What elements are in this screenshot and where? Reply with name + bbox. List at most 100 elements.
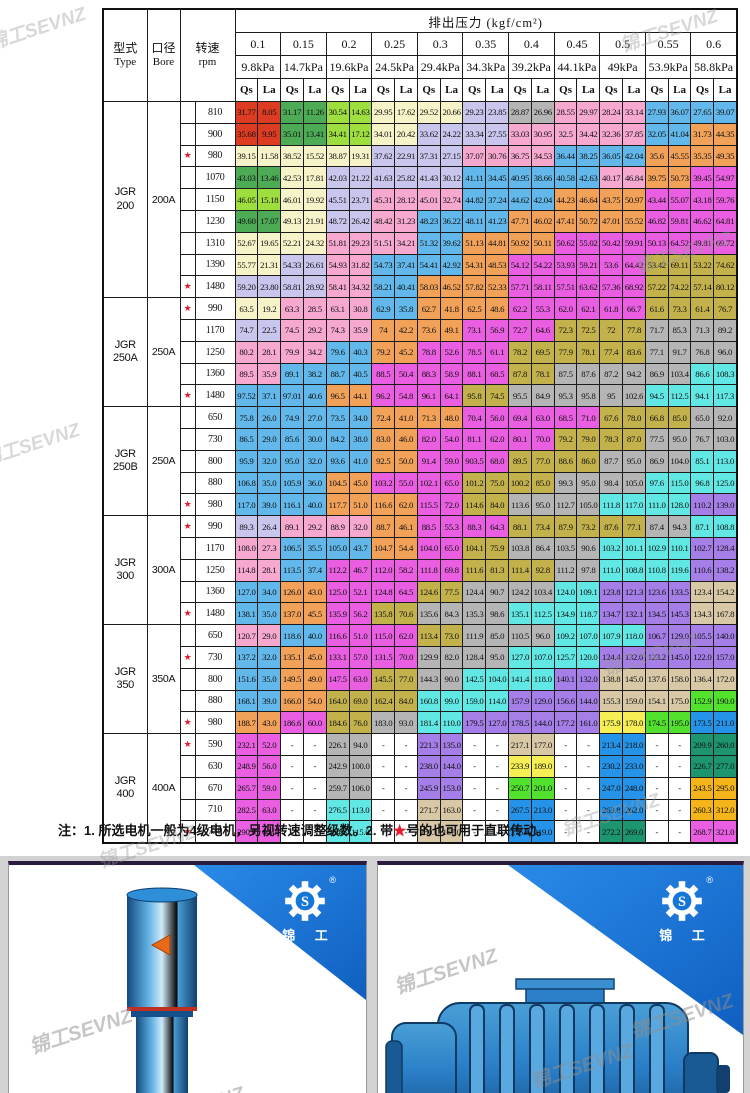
data-cell: 144.0 bbox=[530, 711, 555, 735]
data-cell: 41.11 bbox=[462, 166, 487, 190]
la-header: La bbox=[302, 78, 327, 102]
data-cell: 27.3 bbox=[257, 536, 282, 560]
kpa-header: 58.8kPa bbox=[690, 55, 738, 79]
data-cell: 28.5 bbox=[302, 297, 327, 320]
data-cell: 84.2 bbox=[325, 427, 350, 451]
data-cell: 89.5 bbox=[234, 362, 259, 386]
data-cell: 89.1 bbox=[280, 515, 304, 538]
star-icon: ★ bbox=[179, 645, 196, 669]
pressure-header: 0.1 bbox=[234, 32, 282, 56]
data-cell: 98.4 bbox=[599, 471, 624, 495]
data-cell: 103.2 bbox=[371, 471, 396, 495]
data-cell: 50.92 bbox=[508, 231, 532, 255]
data-cell: - bbox=[644, 820, 669, 844]
table-row: 1070 43.03 13.46 42.53 17.81 42.03 21.22 41.63 2… bbox=[103, 166, 738, 190]
data-cell: 29.52 bbox=[416, 101, 441, 124]
data-cell: 57.71 bbox=[508, 275, 532, 299]
data-cell: 29.23 bbox=[348, 231, 373, 255]
data-cell: 110.2 bbox=[690, 493, 715, 517]
star-empty-cell bbox=[179, 471, 196, 495]
data-cell: 153.0 bbox=[439, 776, 464, 800]
brand-name: 锦 工 bbox=[282, 928, 336, 943]
data-cell: 31.23 bbox=[394, 209, 418, 233]
table-row: ★ 1480 59.20 23.80 58.81 28.92 58.41 34.32 58.21… bbox=[103, 275, 738, 299]
data-cell: 52.0 bbox=[257, 733, 282, 756]
data-cell: 167.8 bbox=[713, 602, 738, 626]
data-cell: 135.9 bbox=[325, 602, 350, 626]
data-cell: - bbox=[302, 776, 327, 800]
data-cell: 132.0 bbox=[576, 667, 601, 691]
kpa-header: 14.7kPa bbox=[280, 55, 327, 79]
data-cell: 58.21 bbox=[371, 275, 396, 299]
data-cell: 79.2 bbox=[371, 340, 396, 364]
qs-header: Qs bbox=[371, 78, 396, 102]
data-cell: 26.61 bbox=[302, 253, 327, 277]
data-cell: 230.2 bbox=[599, 754, 624, 778]
data-cell: 57.51 bbox=[553, 275, 578, 299]
data-cell: 179.5 bbox=[462, 711, 487, 735]
data-cell: 113.0 bbox=[348, 798, 373, 822]
rpm-cell: 1250 bbox=[194, 558, 236, 582]
rpm-cell: 1150 bbox=[194, 188, 236, 211]
kpa-header: 29.4kPa bbox=[416, 55, 464, 79]
data-cell: 140.0 bbox=[713, 624, 738, 647]
data-cell: 30.95 bbox=[530, 122, 555, 146]
data-cell: 59.81 bbox=[667, 209, 692, 233]
data-cell: 55.02 bbox=[576, 231, 601, 255]
data-cell: 34.41 bbox=[325, 122, 350, 146]
data-cell: 134.5 bbox=[644, 602, 669, 626]
data-cell: 32.05 bbox=[644, 122, 669, 146]
data-cell: 177.0 bbox=[530, 733, 555, 756]
rpm-cell: 990 bbox=[194, 515, 236, 538]
data-cell: 19.65 bbox=[257, 231, 282, 255]
kpa-header: 39.2kPa bbox=[508, 55, 555, 79]
star-icon: ★ bbox=[179, 711, 196, 735]
data-cell: 42.04 bbox=[622, 144, 646, 168]
data-cell: 45.51 bbox=[325, 188, 350, 211]
data-cell: 73.5 bbox=[325, 406, 350, 429]
data-cell: 35.68 bbox=[234, 122, 259, 146]
data-cell: 269.0 bbox=[622, 820, 646, 844]
data-cell: 86.5 bbox=[234, 427, 259, 451]
data-cell: 49.1 bbox=[439, 318, 464, 342]
data-cell: 46.7 bbox=[348, 558, 373, 582]
data-cell: 92.8 bbox=[530, 558, 555, 582]
data-cell: 46.01 bbox=[280, 188, 304, 211]
data-cell: 37.4 bbox=[302, 558, 327, 582]
rpm-cell: 880 bbox=[194, 471, 236, 495]
data-cell: 70.4 bbox=[462, 406, 487, 429]
data-cell: 127.0 bbox=[234, 580, 259, 604]
data-cell: 78.0 bbox=[622, 406, 646, 429]
data-cell: 115.5 bbox=[416, 493, 441, 517]
data-cell: 34.45 bbox=[485, 166, 510, 190]
speed-header: 转速 rpm bbox=[179, 8, 236, 102]
data-cell: 32.0 bbox=[348, 515, 373, 538]
data-cell: 19.31 bbox=[348, 144, 373, 168]
data-cell: 91.4 bbox=[416, 449, 441, 473]
data-cell: 29.2 bbox=[302, 318, 327, 342]
data-cell: 295.0 bbox=[713, 776, 738, 800]
star-empty-cell bbox=[179, 667, 196, 691]
data-cell: 115.0 bbox=[348, 820, 373, 844]
data-cell: 111.6 bbox=[462, 558, 487, 582]
rpm-cell: 1230 bbox=[194, 209, 236, 233]
data-cell: 96.1 bbox=[416, 384, 441, 408]
data-cell: 135.1 bbox=[280, 645, 304, 669]
star-icon: ★ bbox=[179, 384, 196, 408]
data-cell: 119.6 bbox=[667, 558, 692, 582]
data-cell: 73.6 bbox=[416, 318, 441, 342]
kpa-header: 19.6kPa bbox=[325, 55, 373, 79]
data-cell: 128.4 bbox=[462, 645, 487, 669]
data-cell: 209.9 bbox=[690, 733, 715, 756]
data-cell: 243.5 bbox=[690, 776, 715, 800]
brand-name: 锦 工 bbox=[659, 928, 713, 943]
data-cell: 137.2 bbox=[234, 645, 259, 669]
data-cell: 100.0 bbox=[348, 754, 373, 778]
data-cell: 284.8 bbox=[325, 820, 350, 844]
data-cell: 38.52 bbox=[280, 144, 304, 168]
data-cell: 135.8 bbox=[371, 602, 396, 626]
star-empty-cell bbox=[179, 209, 196, 233]
data-cell: 77.1 bbox=[644, 340, 669, 364]
data-cell: 66.8 bbox=[644, 406, 669, 429]
data-cell: 107.0 bbox=[530, 645, 555, 669]
